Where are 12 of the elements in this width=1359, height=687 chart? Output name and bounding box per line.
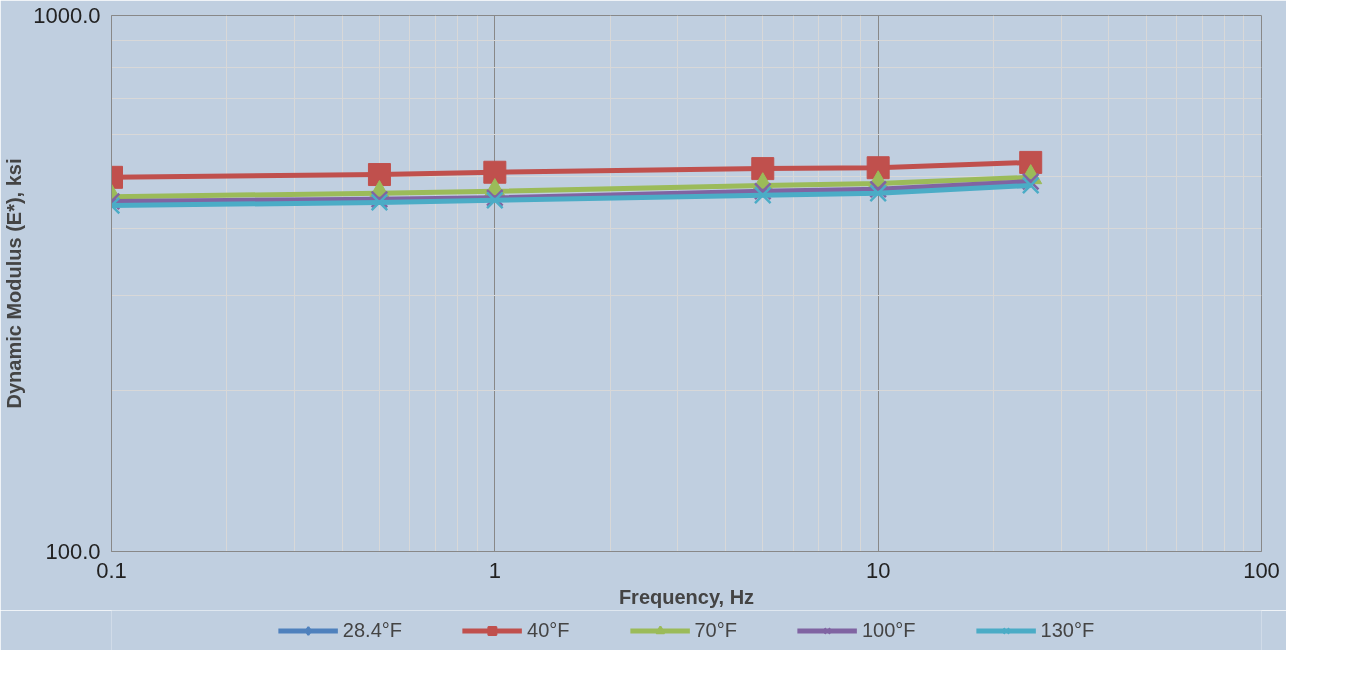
x-axis-title: Frequency, Hz (618, 585, 755, 608)
x-tick-label: 100 (1243, 557, 1280, 583)
x-tick-label: 1 (488, 557, 501, 583)
legend-label: 70°F (694, 618, 737, 642)
legend-label: 40°F (527, 618, 570, 642)
legend-label: 130°F (1040, 618, 1095, 642)
y-axis-title: Dynamic Modulus (E*), ksi (3, 158, 26, 409)
legend-label: 28.4°F (342, 618, 403, 642)
y-tick-label: 1000.0 (33, 3, 101, 28)
y-tick-label: 100.0 (45, 539, 101, 564)
x-tick-label: 10 (865, 557, 891, 583)
legend-label: 100°F (861, 618, 916, 642)
